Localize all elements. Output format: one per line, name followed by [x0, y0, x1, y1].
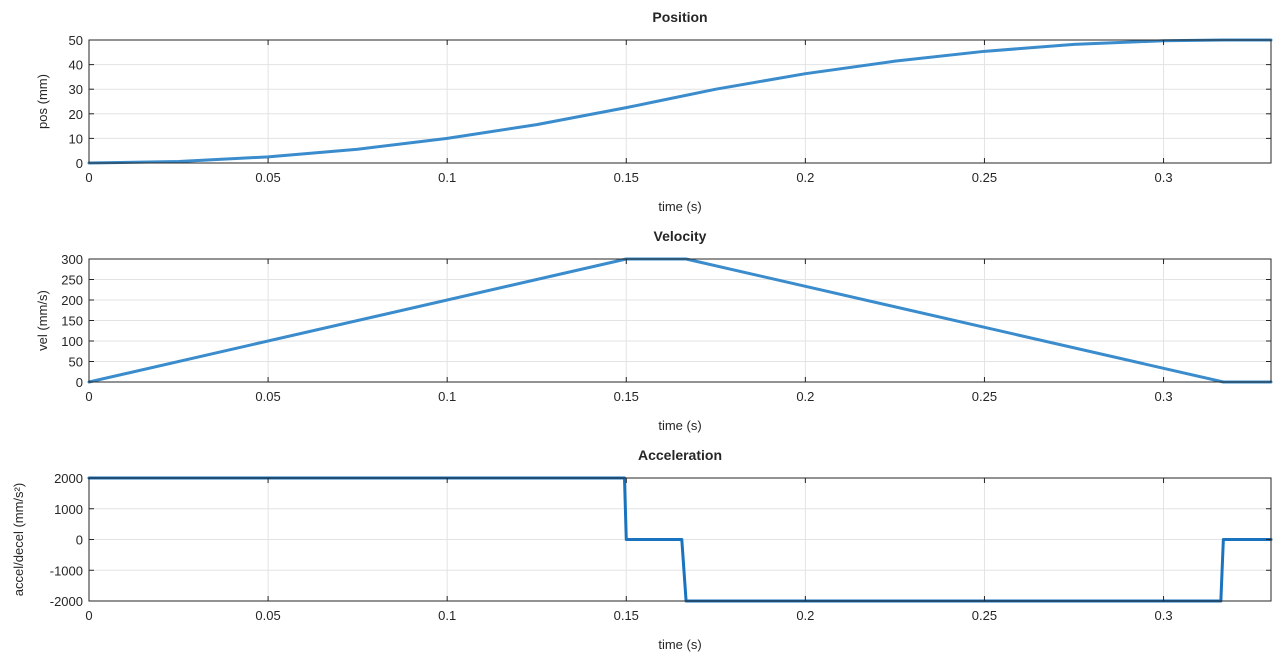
chart-panel-3: 0 0.05 0.1 0.15 0.2 0.25 0.3 -2000 -1000 0 1000 200…: [11, 447, 1273, 652]
y-tick-label: 10: [69, 131, 83, 146]
x-tick-label: 0.25: [972, 608, 997, 623]
x-tick-label: 0: [85, 389, 92, 404]
x-tick-label: 0.15: [614, 608, 639, 623]
x-tick-label: 0.1: [438, 608, 456, 623]
y-tick-label: 300: [61, 252, 83, 267]
x-tick-label: 0.15: [614, 170, 639, 185]
y-tick-label: -1000: [50, 563, 83, 578]
chart-title: Acceleration: [638, 447, 722, 463]
x-tick-label: 0: [85, 608, 92, 623]
x-tick-label: 0.05: [255, 608, 280, 623]
x-tick-label: 0.25: [972, 389, 997, 404]
x-axis-label: time (s): [658, 199, 701, 214]
x-tick-label: 0.2: [796, 608, 814, 623]
y-tick-label: 0: [76, 375, 83, 390]
y-tick-label: 150: [61, 314, 83, 329]
y-tick-label: -2000: [50, 594, 83, 609]
axes-box: [88, 39, 1272, 164]
y-axis-label: pos (mm): [35, 74, 50, 129]
x-tick-label: 0.15: [614, 389, 639, 404]
x-tick-label: 0.1: [438, 170, 456, 185]
y-tick-label: 0: [76, 156, 83, 171]
x-tick-label: 0.1: [438, 389, 456, 404]
chart-panel-2: 0 0.05 0.1 0.15 0.2 0.25 0.3 0 50 100 150 200 250 300…: [35, 228, 1273, 433]
y-tick-label: 0: [76, 533, 83, 548]
x-tick-label: 0.2: [796, 170, 814, 185]
y-tick-label: 50: [69, 33, 83, 48]
x-tick-label: 0: [85, 170, 92, 185]
x-tick-label: 0.05: [255, 389, 280, 404]
x-tick-label: 0.2: [796, 389, 814, 404]
y-tick-label: 50: [69, 355, 83, 370]
series-line-1: [87, 38, 1273, 165]
y-tick-label: 100: [61, 334, 83, 349]
y-tick-label: 200: [61, 293, 83, 308]
chart-title: Velocity: [654, 228, 707, 244]
y-tick-label: 30: [69, 82, 83, 97]
y-tick-label: 40: [69, 58, 83, 73]
y-tick-label: 1000: [54, 502, 83, 517]
y-tick-label: 2000: [54, 471, 83, 486]
x-axis-label: time (s): [658, 637, 701, 652]
x-axis-label: time (s): [658, 418, 701, 433]
x-tick-label: 0.05: [255, 170, 280, 185]
y-axis-label: accel/decel (mm/s²): [11, 483, 26, 596]
x-tick-label: 0.3: [1155, 389, 1173, 404]
chart-title: Position: [652, 9, 707, 25]
plot-area: [89, 40, 1271, 163]
y-axis-label: vel (mm/s): [35, 290, 50, 351]
y-tick-label: 250: [61, 273, 83, 288]
x-tick-label: 0.25: [972, 170, 997, 185]
chart-panel-1: 0 0.05 0.1 0.15 0.2 0.25 0.3 0 10 20 30 40 50 Positio…: [35, 9, 1273, 214]
y-tick-label: 20: [69, 107, 83, 122]
series-line-1: [87, 476, 1273, 603]
x-tick-label: 0.3: [1155, 608, 1173, 623]
x-tick-label: 0.3: [1155, 170, 1173, 185]
